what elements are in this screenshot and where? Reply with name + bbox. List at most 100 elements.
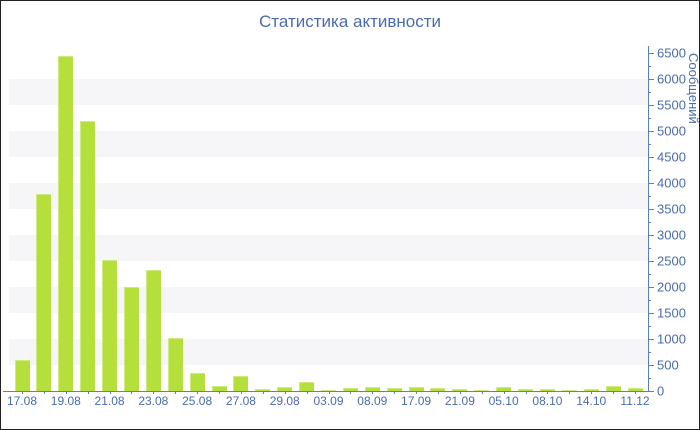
y-major-tick — [648, 365, 654, 366]
bar-17.08 — [14, 360, 30, 391]
y-major-tick — [648, 287, 654, 288]
x-tick — [547, 391, 549, 394]
y-tick-label: 2500 — [657, 253, 686, 269]
x-tick-label: 08.09 — [357, 394, 388, 408]
y-tick-label: 4500 — [657, 149, 686, 165]
grid-band — [9, 235, 649, 261]
x-tick-label: 21.09 — [444, 394, 475, 408]
x-tick — [131, 391, 133, 394]
y-minor-tick — [648, 92, 651, 93]
x-tick — [525, 391, 527, 394]
bar-17.09 — [408, 387, 424, 391]
x-tick — [372, 391, 374, 394]
y-minor-tick — [648, 326, 651, 327]
bar-i21 — [474, 389, 490, 391]
x-tick — [350, 391, 352, 394]
y-major-tick — [648, 53, 654, 54]
grid-band — [9, 183, 649, 209]
y-tick-label: 5500 — [657, 97, 686, 113]
bar-08.09 — [364, 387, 380, 391]
y-tick-label: 4000 — [657, 175, 686, 191]
bar-29.08 — [277, 387, 293, 391]
y-tick-label: 500 — [657, 357, 679, 373]
x-tick-label: 17.09 — [401, 394, 432, 408]
bar-21.09 — [452, 388, 468, 391]
y-major-tick — [648, 339, 654, 340]
bar-i11 — [255, 388, 271, 391]
bar-i3 — [80, 121, 96, 391]
x-tick — [262, 391, 264, 394]
x-tick — [109, 391, 111, 394]
bar-i25 — [561, 389, 577, 391]
bar-14.10 — [583, 388, 599, 391]
y-tick-label: 6500 — [657, 45, 686, 61]
y-major-tick — [648, 261, 654, 262]
y-major-tick — [648, 391, 654, 392]
x-axis-line — [3, 391, 649, 392]
x-tick — [87, 391, 89, 394]
grid-band — [9, 131, 649, 157]
x-tick — [22, 391, 23, 394]
x-tick-label: 05.10 — [488, 394, 519, 408]
x-tick — [635, 391, 636, 394]
bar-i7 — [167, 338, 183, 391]
y-major-tick — [648, 157, 654, 158]
x-tick — [503, 391, 505, 394]
bar-i17 — [386, 387, 402, 391]
bar-27.08 — [233, 375, 249, 391]
y-tick-label: 6000 — [657, 71, 686, 87]
bar-03.09 — [321, 389, 336, 391]
bar-i23 — [518, 388, 534, 391]
x-tick — [219, 391, 221, 394]
x-tick-label: 19.08 — [50, 394, 81, 408]
y-minor-tick — [648, 196, 651, 197]
bar-05.10 — [496, 387, 512, 391]
x-tick — [306, 391, 308, 394]
y-major-tick — [648, 209, 654, 210]
bar-i15 — [342, 387, 358, 391]
grid-band — [9, 79, 649, 105]
x-tick — [175, 391, 177, 394]
x-tick — [437, 391, 439, 394]
y-minor-tick — [648, 248, 651, 249]
y-minor-tick — [648, 170, 651, 171]
x-tick — [569, 391, 571, 394]
x-tick-label: 29.08 — [269, 394, 300, 408]
bar-23.08 — [145, 269, 161, 391]
y-major-tick — [648, 131, 654, 132]
x-tick — [284, 391, 286, 394]
x-tick-label: 23.08 — [138, 394, 169, 408]
y-major-tick — [648, 105, 654, 106]
y-tick-label: 0 — [657, 383, 665, 399]
x-tick-label: 08.10 — [532, 394, 563, 408]
y-minor-tick — [648, 300, 651, 301]
x-tick-label: 25.08 — [182, 394, 213, 408]
y-axis-title: Сообщений — [686, 53, 700, 124]
x-tick — [197, 391, 199, 394]
x-tick — [394, 391, 396, 394]
y-tick-label: 5000 — [657, 123, 686, 139]
bar-i19 — [430, 387, 446, 391]
bar-i13 — [299, 381, 315, 391]
bar-11.12 — [627, 388, 643, 391]
x-tick-label: 21.08 — [94, 394, 125, 408]
x-tick — [240, 391, 242, 394]
y-minor-tick — [648, 222, 651, 223]
bar-i1 — [36, 194, 52, 391]
y-tick-label: 1500 — [657, 305, 686, 321]
y-axis-line — [648, 46, 649, 392]
y-minor-tick — [648, 378, 651, 379]
chart-title: Статистика активности — [258, 12, 442, 31]
plot-area — [9, 53, 649, 391]
y-tick-label: 3500 — [657, 201, 686, 217]
bar-i27 — [605, 385, 621, 391]
x-tick — [43, 391, 45, 394]
y-major-tick — [648, 79, 654, 80]
bar-i5 — [123, 287, 139, 391]
x-tick — [481, 391, 483, 394]
y-tick-label: 3000 — [657, 227, 686, 243]
y-minor-tick — [648, 352, 651, 353]
x-tick-label: 14.10 — [576, 394, 607, 408]
x-tick — [153, 391, 155, 394]
